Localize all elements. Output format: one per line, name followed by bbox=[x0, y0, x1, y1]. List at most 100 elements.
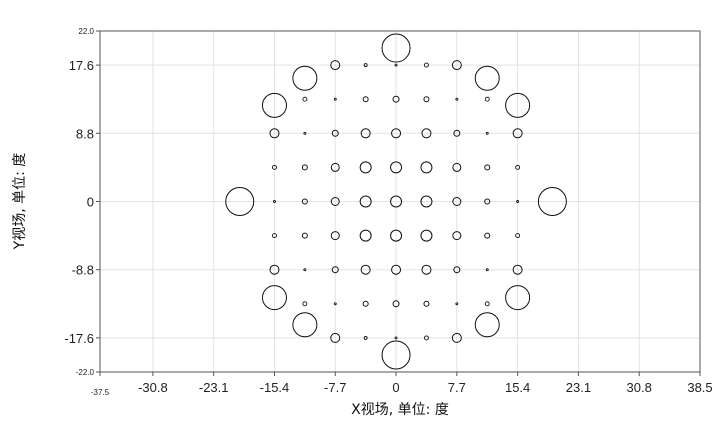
x-tick-label: -30.8 bbox=[138, 380, 168, 395]
spot-circle bbox=[420, 195, 433, 208]
y-tick-label: -22.0 bbox=[76, 368, 95, 377]
spot-circle bbox=[331, 266, 339, 274]
spot-circle bbox=[363, 63, 368, 68]
spot-circle bbox=[272, 164, 277, 170]
spot-circle bbox=[484, 232, 491, 239]
spot-circle bbox=[301, 198, 308, 205]
spot-circle bbox=[505, 285, 531, 311]
x-tick-label: -15.4 bbox=[260, 380, 290, 395]
x-tick-label: -37.5 bbox=[91, 388, 110, 397]
spot-circle bbox=[394, 63, 398, 67]
spot-circle bbox=[390, 161, 403, 174]
spot-circle bbox=[452, 162, 462, 172]
spot-circle bbox=[273, 200, 276, 203]
spot-circle bbox=[484, 301, 490, 307]
spot-circle bbox=[423, 96, 430, 103]
spot-circle bbox=[261, 92, 287, 118]
spot-circle bbox=[452, 231, 462, 241]
x-axis-ticks: -37.5 -30.8 -23.1 -15.4 -7.7 0 7.7 15.4 23.1 30.8… bbox=[91, 372, 713, 397]
spot-circle bbox=[301, 164, 308, 171]
y-tick-label: 0 bbox=[87, 195, 94, 210]
x-tick-label: 7.7 bbox=[448, 380, 466, 395]
x-tick-label: 38.5 bbox=[687, 380, 712, 395]
spot-circle bbox=[302, 301, 308, 307]
spot-circle bbox=[505, 92, 531, 118]
spot-circle bbox=[301, 232, 308, 239]
spot-circle bbox=[330, 197, 340, 206]
spot-circle bbox=[391, 264, 402, 275]
spot-circle bbox=[330, 332, 341, 343]
spot-circle bbox=[381, 340, 411, 370]
spot-circle bbox=[451, 60, 462, 71]
spot-circle bbox=[423, 62, 429, 68]
spot-circle bbox=[391, 128, 402, 139]
spot-circle bbox=[484, 96, 490, 102]
spot-circle bbox=[330, 60, 341, 71]
x-tick-label: -23.1 bbox=[199, 380, 229, 395]
spot-circle bbox=[390, 229, 403, 242]
data-points bbox=[225, 33, 567, 370]
spot-circle bbox=[516, 200, 520, 203]
spot-circle bbox=[303, 268, 307, 272]
spot-circle bbox=[421, 264, 432, 275]
spot-circle bbox=[333, 97, 337, 101]
spot-circle bbox=[512, 264, 523, 275]
spot-circle bbox=[474, 312, 500, 338]
spot-circle bbox=[303, 131, 307, 135]
spot-circle bbox=[362, 96, 369, 103]
y-tick-label: 17.6 bbox=[69, 58, 94, 73]
spot-circle bbox=[362, 300, 369, 307]
x-tick-label: -7.7 bbox=[324, 380, 346, 395]
spot-circle bbox=[359, 195, 372, 208]
spot-circle bbox=[331, 129, 339, 137]
spot-circle bbox=[394, 336, 398, 340]
spot-circle bbox=[292, 312, 318, 338]
spot-circle bbox=[515, 233, 521, 239]
spot-circle bbox=[330, 162, 340, 172]
spot-circle bbox=[484, 164, 491, 171]
spot-circle bbox=[292, 65, 318, 91]
spot-circle bbox=[451, 332, 462, 343]
spot-circle bbox=[269, 264, 280, 275]
spot-circle bbox=[330, 231, 340, 241]
spot-circle bbox=[485, 131, 489, 135]
x-tick-label: 0 bbox=[392, 380, 399, 395]
spot-circle bbox=[333, 302, 337, 306]
spot-circle bbox=[537, 187, 567, 216]
y-tick-label: 8.8 bbox=[76, 126, 94, 141]
spot-circle bbox=[421, 128, 432, 139]
spot-circle bbox=[420, 161, 433, 174]
spot-circle bbox=[381, 33, 411, 63]
x-axis-label: X视场, 单位: 度 bbox=[351, 402, 449, 418]
spot-circle bbox=[515, 164, 521, 170]
spot-circle bbox=[363, 335, 368, 340]
spot-circle bbox=[392, 95, 400, 103]
spot-circle bbox=[455, 97, 459, 101]
spot-circle bbox=[272, 233, 277, 239]
spot-circle bbox=[484, 198, 491, 205]
spot-circle bbox=[360, 264, 371, 275]
spot-circle bbox=[453, 129, 461, 137]
y-axis-ticks: 22.0 17.6 8.8 0 -8.8 -17.6 -22.0 bbox=[64, 27, 100, 377]
spot-circle bbox=[392, 300, 400, 308]
spot-circle bbox=[302, 96, 308, 102]
spot-circle bbox=[269, 128, 280, 139]
spot-circle bbox=[225, 187, 255, 216]
spot-circle bbox=[512, 128, 523, 139]
spot-circle bbox=[452, 197, 462, 206]
x-tick-label: 15.4 bbox=[505, 380, 530, 395]
spot-circle bbox=[485, 268, 489, 272]
y-axis-label: Y视场, 单位: 度 bbox=[12, 153, 28, 251]
spot-circle bbox=[455, 302, 459, 306]
x-tick-label: 30.8 bbox=[627, 380, 652, 395]
spot-circle bbox=[390, 195, 403, 208]
spot-circle bbox=[359, 229, 372, 242]
y-tick-label: -17.6 bbox=[64, 331, 94, 346]
x-tick-label: 23.1 bbox=[566, 380, 591, 395]
spot-circle bbox=[423, 300, 430, 307]
spot-circle bbox=[261, 285, 287, 311]
spot-circle bbox=[360, 128, 371, 139]
spot-circle bbox=[474, 65, 500, 91]
